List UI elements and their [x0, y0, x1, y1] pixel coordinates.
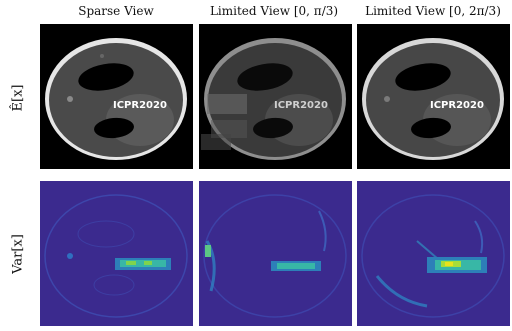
column-title-limited-view-pi-3: Limited View [0, π/3): [209, 4, 339, 18]
phantom-text-limited-2pi-3: ICPR2020: [430, 100, 484, 111]
column-title-limited-view-2pi-3: Limited View [0, 2π/3): [365, 4, 501, 18]
mean-panel-limited-view-pi-3: ICPR2020: [199, 24, 352, 169]
row-label-mean: Ê[x]: [10, 84, 26, 112]
variance-panel-sparse-view: [40, 181, 193, 326]
variance-panel-limited-view-2pi-3: [357, 181, 510, 326]
phantom-text-sparse: ICPR2020: [113, 100, 167, 111]
phantom-text-limited-pi-3: ICPR2020: [274, 100, 328, 111]
variance-panel-limited-view-pi-3: [199, 181, 352, 326]
mean-panel-limited-view-2pi-3: ICPR2020: [357, 24, 510, 169]
column-title-sparse-view: Sparse View: [78, 4, 154, 18]
row-label-variance: Var[x]: [10, 234, 26, 274]
mean-panel-sparse-view: ICPR2020: [40, 24, 193, 169]
